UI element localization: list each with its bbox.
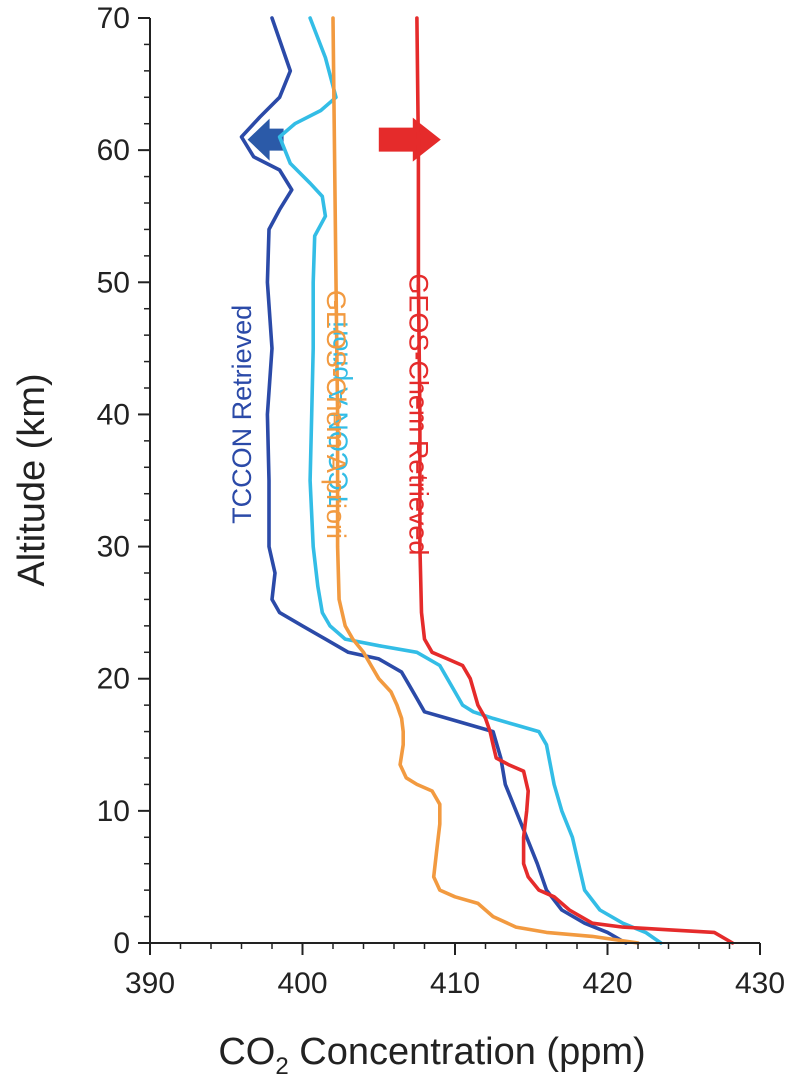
y-tick-label: 40 bbox=[97, 398, 130, 431]
y-axis-title: Altitude (km) bbox=[11, 373, 53, 586]
x-tick-label: 430 bbox=[735, 967, 785, 1000]
left-arrow-icon bbox=[247, 118, 284, 161]
y-tick-label: 0 bbox=[113, 927, 130, 960]
x-axis-title-subscript: 2 bbox=[275, 1053, 288, 1080]
series-layer bbox=[239, 16, 735, 945]
series-label-tccon-retrieved: TCCON Retrieved bbox=[227, 305, 257, 524]
x-tick-label: 390 bbox=[125, 967, 175, 1000]
x-tick-label: 420 bbox=[582, 967, 632, 1000]
x-axis-title: CO2 Concentration (ppm) bbox=[218, 1031, 645, 1080]
ticks-layer: 390 400 410 420 430 0 10 20 30 40 50 60 70 bbox=[97, 2, 785, 1000]
x-tick-label: 400 bbox=[277, 967, 327, 1000]
y-tick-label: 20 bbox=[97, 663, 130, 696]
x-tick-label: 410 bbox=[430, 967, 480, 1000]
series-line-tccon-a-priori bbox=[277, 16, 663, 945]
arrows-layer bbox=[247, 117, 441, 162]
right-arrow-icon bbox=[378, 117, 441, 162]
y-tick-label: 50 bbox=[97, 266, 130, 299]
y-tick-label: 30 bbox=[97, 531, 130, 564]
series-label-geos-chem-a-priori: GEOS-Chem A priori bbox=[321, 290, 351, 539]
y-tick-label: 60 bbox=[97, 134, 130, 167]
y-tick-label: 70 bbox=[97, 2, 130, 35]
series-line-geos-chem-a-priori bbox=[331, 16, 640, 945]
series-line-geos-chem-retrieved bbox=[415, 16, 735, 945]
x-axis-title-main: CO bbox=[218, 1031, 275, 1073]
series-label-geos-chem-retrieved: GEOS-Chem Retrieved bbox=[404, 273, 434, 555]
x-axis-title-rest: Concentration (ppm) bbox=[289, 1031, 646, 1073]
series-label-tccon-a-priori: TCCON A priori bbox=[324, 321, 354, 507]
y-tick-label: 10 bbox=[97, 795, 130, 828]
